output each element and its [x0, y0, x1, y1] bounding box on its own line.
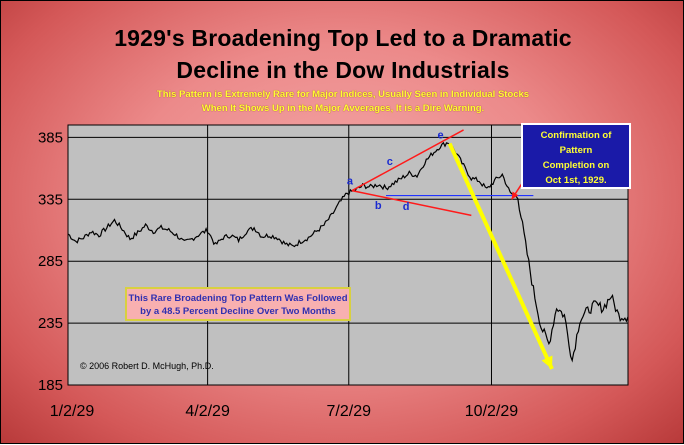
confirmation-line: Confirmation of [540, 130, 612, 141]
confirmation-line: Pattern [559, 145, 593, 156]
y-tick-label: 385 [38, 129, 63, 146]
confirmation-line: Completion on [542, 160, 610, 171]
y-axis-ticks: 385 335 285 235 185 [38, 129, 63, 394]
decline-arrow-head [541, 355, 553, 369]
grid-lines [68, 125, 628, 385]
y-tick-label: 185 [38, 377, 63, 394]
confirmation-arrow-head [511, 191, 519, 200]
decline-arrow [447, 142, 554, 370]
chart-title-line2: Decline in the Dow Industrials [176, 57, 510, 83]
y-tick-label: 335 [38, 191, 63, 208]
decline-note-line: This Rare Broadening Top Pattern Was Fol… [128, 293, 348, 304]
pattern-point-label: e [437, 129, 443, 141]
pattern-point-labels: a b c d e [347, 129, 444, 213]
x-tick-label: 1/2/29 [50, 403, 95, 420]
pattern-point-label: b [375, 200, 382, 212]
chart-subtitle-line1: This Pattern is Extremely Rare for Major… [156, 89, 530, 100]
y-tick-label: 235 [38, 315, 63, 332]
pattern-point-label: d [403, 201, 410, 213]
annotation-layer [351, 129, 554, 370]
x-tick-label: 7/2/29 [327, 403, 372, 420]
upper-trendline [351, 129, 464, 192]
x-tick-label: 10/2/29 [465, 403, 518, 420]
decline-note-callout: This Rare Broadening Top Pattern Was Fol… [125, 287, 351, 321]
chart-title-line1: 1929's Broadening Top Led to a Dramatic [114, 25, 572, 51]
price-line [67, 141, 629, 363]
decline-note-line: by a 48.5 Percent Decline Over Two Month… [140, 306, 336, 317]
chart-subtitle-line2: When It Shows Up in the Major Avverages,… [201, 103, 485, 114]
confirmation-callout: Confirmation of Pattern Completion on Oc… [521, 123, 631, 189]
x-axis-ticks: 1/2/29 4/2/29 7/2/29 10/2/29 [50, 403, 519, 420]
series-layer [67, 141, 629, 363]
copyright-text: © 2006 Robert D. McHugh, Ph.D. [80, 361, 214, 371]
confirmation-line: Oct 1st, 1929. [545, 175, 607, 186]
pattern-point-label: c [387, 156, 393, 168]
y-tick-label: 285 [38, 253, 63, 270]
pattern-point-label: a [347, 176, 354, 188]
lower-trendline [351, 189, 472, 217]
x-tick-label: 4/2/29 [185, 403, 230, 420]
